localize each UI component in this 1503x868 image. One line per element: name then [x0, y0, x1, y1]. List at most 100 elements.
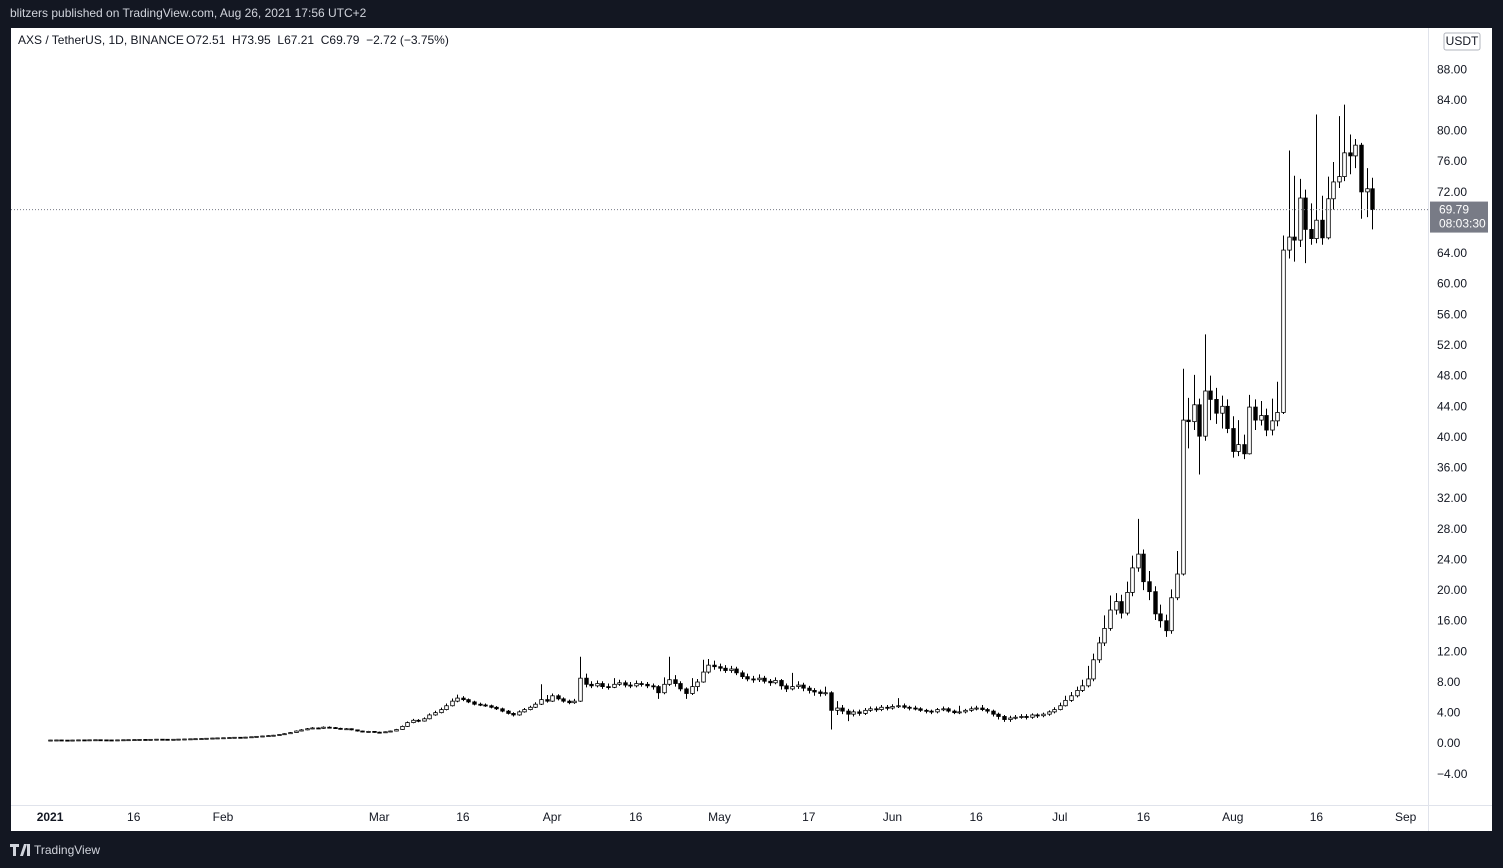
x-tick-label: 16 [1310, 810, 1324, 824]
candle-body [868, 708, 873, 711]
candle-body [76, 739, 81, 742]
candle-body [1287, 236, 1292, 251]
y-tick-label: 4.00 [1437, 706, 1461, 720]
y-tick-label: −4.00 [1437, 767, 1468, 781]
candle-body [165, 738, 170, 741]
x-tick-label: Aug [1222, 810, 1243, 824]
candle-body [1035, 714, 1040, 717]
candle-body [411, 719, 416, 723]
candle-body [1041, 713, 1046, 717]
candle-body [784, 685, 789, 690]
candle-body [957, 711, 962, 714]
candle-body [718, 666, 723, 669]
x-tick-label: Jul [1052, 810, 1067, 824]
candle-body [1314, 219, 1319, 240]
candle-body [662, 683, 667, 694]
x-tick-label: Jun [883, 810, 902, 824]
candle-body [645, 683, 650, 687]
candle-body [1181, 419, 1186, 575]
candle-body [294, 730, 299, 733]
y-tick-label: 80.00 [1437, 124, 1467, 138]
candle-body [1220, 405, 1225, 414]
candle-body [896, 705, 901, 708]
candle-body [121, 739, 126, 742]
candle-body [483, 704, 488, 707]
candle-body [907, 706, 912, 709]
candle-body [1075, 690, 1080, 697]
candle-body [589, 683, 594, 687]
candle-body [1309, 229, 1314, 240]
candle-body [1259, 415, 1264, 421]
candle-body [494, 706, 499, 710]
candle-body [1281, 249, 1286, 413]
candle-body [366, 731, 371, 733]
y-tick-label: 56.00 [1437, 307, 1467, 321]
candle-body [126, 739, 131, 742]
candle-body [450, 700, 455, 707]
candle-body [422, 718, 427, 722]
candle-body [1242, 444, 1247, 455]
candle-body [963, 709, 968, 713]
y-tick-label: 12.00 [1437, 644, 1467, 658]
candle-body [148, 738, 153, 741]
ohlc-legend: O72.51 H73.95 L67.21 C69.79 −2.72 (−3.75… [186, 33, 449, 47]
candle-body [684, 688, 689, 694]
candle-body [969, 708, 974, 711]
x-tick-label: 16 [127, 810, 141, 824]
candle-body [924, 709, 929, 712]
candle-body [985, 709, 990, 712]
candle-body [59, 739, 64, 742]
candle-body [1370, 188, 1375, 210]
chart-panel [11, 28, 1492, 831]
y-tick-label: 44.00 [1437, 399, 1467, 413]
currency-label[interactable]: USDT [1446, 34, 1479, 48]
candle-body [1108, 609, 1113, 629]
candle-body [818, 691, 823, 694]
x-tick-label: Feb [213, 810, 234, 824]
last-price-label: 69.79 [1439, 203, 1469, 217]
candle-body [857, 711, 862, 714]
candle-body [757, 677, 762, 681]
candle-body [1136, 553, 1141, 569]
candle-body [1125, 592, 1130, 614]
x-tick-label: 16 [1137, 810, 1151, 824]
candle-body [232, 736, 237, 739]
candle-body [472, 701, 477, 705]
candle-body [823, 692, 828, 695]
candle-body [1175, 573, 1180, 599]
candle-body [249, 736, 254, 739]
candle-body [779, 680, 784, 687]
candle-body [1002, 716, 1007, 720]
candle-body [885, 706, 890, 709]
candle-body [1052, 709, 1057, 713]
candle-body [93, 739, 98, 742]
candle-body [1231, 428, 1236, 452]
candle-body [617, 682, 622, 685]
candle-body [299, 729, 304, 732]
candle-body [812, 690, 817, 693]
candle-body [1102, 628, 1107, 644]
candle-body [65, 739, 70, 742]
candle-body [143, 739, 148, 741]
candle-body [511, 713, 516, 716]
candle-body [466, 699, 471, 703]
candle-body [522, 709, 527, 713]
candle-body [87, 739, 92, 742]
candle-body [863, 709, 868, 714]
candle-body [1203, 390, 1208, 437]
candle-body [528, 706, 533, 710]
candle-body [879, 706, 884, 710]
candle-body [193, 738, 198, 741]
candle-body [1069, 695, 1074, 701]
candle-body [439, 709, 444, 714]
candle-body [918, 708, 923, 711]
candle-body [1158, 613, 1163, 622]
candle-body [109, 739, 114, 742]
currency-badge[interactable] [1443, 32, 1481, 51]
y-tick-label: 76.00 [1437, 154, 1467, 168]
candle-body [243, 736, 248, 739]
candle-body [360, 730, 365, 733]
x-tick-label: May [708, 810, 731, 824]
plot-area [48, 104, 1375, 742]
